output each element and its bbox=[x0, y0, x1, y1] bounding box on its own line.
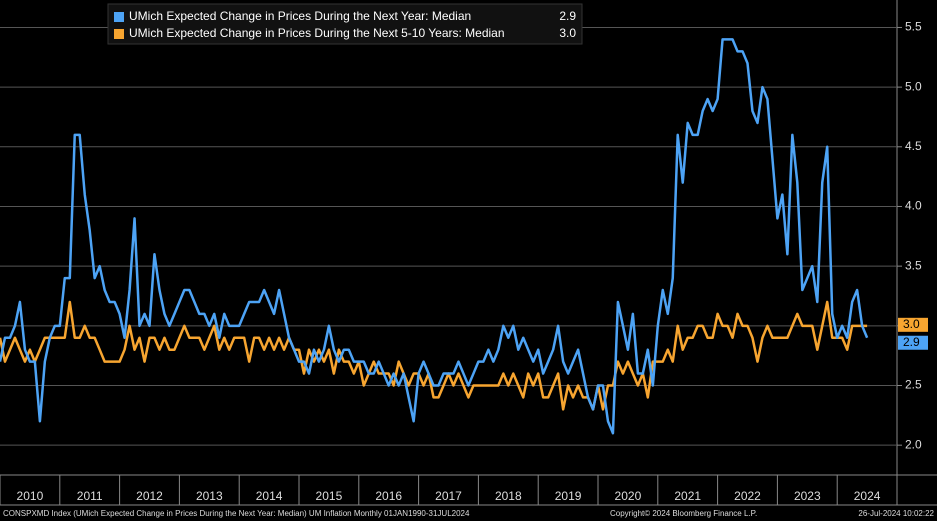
y-tick-label: 2.5 bbox=[905, 378, 922, 392]
legend-value: 2.9 bbox=[559, 9, 576, 23]
legend-value: 3.0 bbox=[559, 26, 576, 40]
x-tick-label: 2021 bbox=[674, 489, 701, 503]
last-value-label: 2.9 bbox=[903, 335, 920, 349]
x-tick-label: 2010 bbox=[17, 489, 44, 503]
y-tick-label: 5.0 bbox=[905, 79, 922, 93]
x-tick-label: 2014 bbox=[256, 489, 283, 503]
footer-copyright: Copyright© 2024 Bloomberg Finance L.P. bbox=[610, 509, 757, 518]
series-line bbox=[0, 38, 869, 435]
footer-timestamp: 26-Jul-2024 10:02:22 bbox=[858, 509, 934, 518]
legend-swatch bbox=[114, 12, 124, 22]
legend-swatch bbox=[114, 29, 124, 39]
last-value-badge bbox=[898, 335, 928, 350]
x-tick-label: 2024 bbox=[854, 489, 881, 503]
y-tick-label: 4.0 bbox=[905, 199, 922, 213]
last-value-label: 3.0 bbox=[903, 317, 920, 331]
y-tick-label: 4.5 bbox=[905, 139, 922, 153]
x-tick-label: 2012 bbox=[136, 489, 163, 503]
x-tick-label: 2013 bbox=[196, 489, 223, 503]
y-tick-label: 5.5 bbox=[905, 20, 922, 34]
x-tick-label: 2016 bbox=[375, 489, 402, 503]
legend-label: UMich Expected Change in Prices During t… bbox=[129, 26, 505, 40]
x-tick-label: 2022 bbox=[734, 489, 761, 503]
x-tick-label: 2018 bbox=[495, 489, 522, 503]
x-tick-label: 2020 bbox=[615, 489, 642, 503]
x-tick-label: 2023 bbox=[794, 489, 821, 503]
x-tick-label: 2019 bbox=[555, 489, 582, 503]
footer-source: CONSPXMD Index (UMich Expected Change in… bbox=[3, 509, 470, 518]
last-value-badge bbox=[898, 317, 928, 332]
x-tick-label: 2015 bbox=[316, 489, 343, 503]
y-tick-label: 2.0 bbox=[905, 437, 922, 451]
legend-box bbox=[107, 3, 583, 45]
x-tick-label: 2011 bbox=[77, 489, 103, 503]
y-tick-label: 3.5 bbox=[905, 258, 922, 272]
x-tick-label: 2017 bbox=[435, 489, 462, 503]
series-line bbox=[0, 300, 868, 411]
legend-label: UMich Expected Change in Prices During t… bbox=[129, 9, 471, 23]
